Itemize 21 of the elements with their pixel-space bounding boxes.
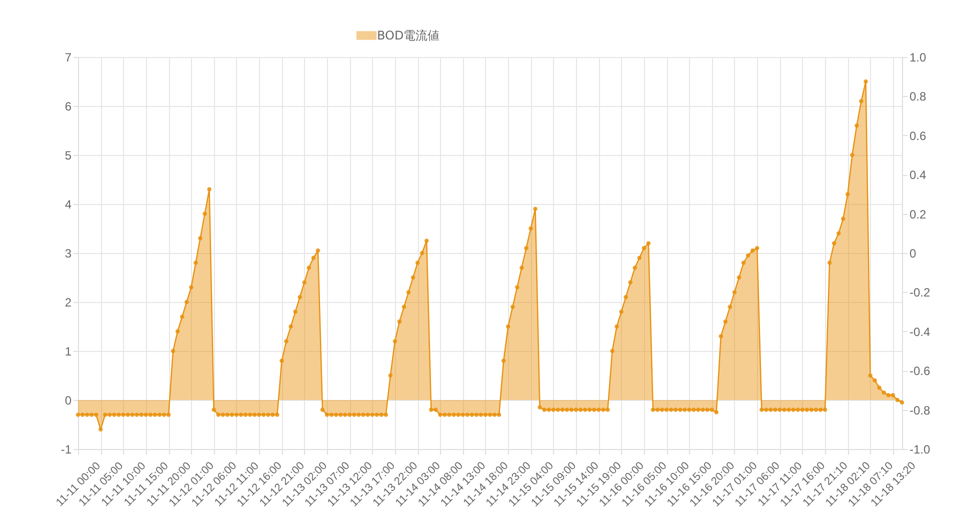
y2-tick-label: -1.0	[910, 442, 931, 456]
y2-tick-label: -0.4	[910, 324, 931, 339]
y2-tick-label: 0	[910, 246, 916, 260]
y2-tick-label: 0.2	[910, 207, 927, 222]
y-tick-label: 6	[64, 100, 72, 114]
legend-label: BOD電流値	[377, 28, 440, 42]
y-tick-label: -1	[60, 442, 72, 456]
y-tick-label: 4	[64, 198, 72, 212]
y-tick-label: 2	[64, 296, 72, 310]
y-tick-label: 0	[64, 394, 72, 408]
y2-tick-label: 0.6	[910, 128, 927, 143]
y2-tick-label: 0.8	[910, 90, 927, 104]
y-tick-label: 7	[64, 50, 72, 64]
y2-tick-label: -0.2	[910, 286, 931, 300]
y2-tick-label: 1.0	[910, 50, 927, 64]
y2-tick-label: 0.4	[910, 168, 927, 182]
y2-tick-label: -0.6	[910, 364, 931, 378]
y-tick-label: 3	[64, 246, 72, 260]
y-tick-label: 5	[64, 148, 72, 162]
y2-tick-label: -0.8	[910, 403, 931, 418]
y-tick-label: 1	[64, 344, 72, 358]
